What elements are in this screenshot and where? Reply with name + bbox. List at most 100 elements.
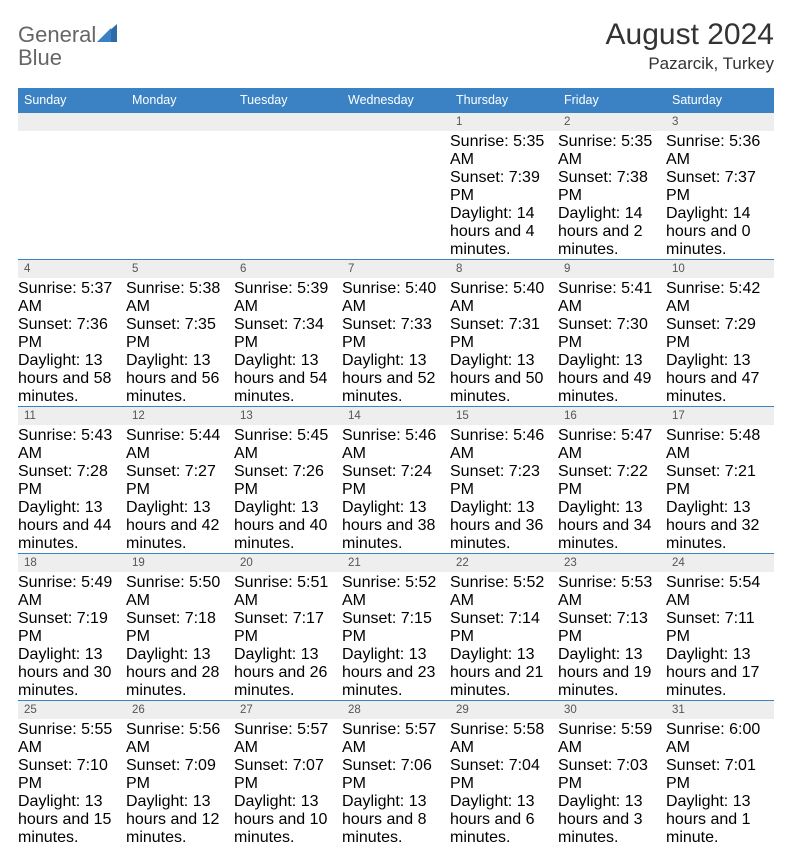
day-cell: Sunrise: 5:44 AMSunset: 7:27 PMDaylight:…: [126, 425, 234, 554]
week-row: Sunrise: 5:37 AMSunset: 7:36 PMDaylight:…: [18, 278, 774, 407]
day-number-cell: 10: [666, 260, 774, 279]
day-number-cell: 25: [18, 701, 126, 720]
day-number-cell: 26: [126, 701, 234, 720]
sunset-text: Sunset: 7:13 PM: [558, 610, 666, 646]
daylight-text: Daylight: 13 hours and 6 minutes.: [450, 793, 558, 847]
sunset-text: Sunset: 7:09 PM: [126, 757, 234, 793]
day-cell: Sunrise: 5:36 AMSunset: 7:37 PMDaylight:…: [666, 131, 774, 260]
day-cell: Sunrise: 5:49 AMSunset: 7:19 PMDaylight:…: [18, 572, 126, 701]
daylight-text: Daylight: 13 hours and 58 minutes.: [18, 352, 126, 406]
sunset-text: Sunset: 7:27 PM: [126, 463, 234, 499]
calendar-table: Sunday Monday Tuesday Wednesday Thursday…: [18, 88, 774, 847]
sunrise-text: Sunrise: 5:36 AM: [666, 133, 774, 169]
day-number-cell: 5: [126, 260, 234, 279]
day-number: 18: [24, 557, 37, 569]
brand-text: General Blue: [18, 24, 119, 70]
sunset-text: Sunset: 7:38 PM: [558, 169, 666, 205]
sunset-text: Sunset: 7:30 PM: [558, 316, 666, 352]
sunset-text: Sunset: 7:22 PM: [558, 463, 666, 499]
day-number: 10: [672, 263, 685, 275]
day-number-cell: 30: [558, 701, 666, 720]
day-number-cell: 21: [342, 554, 450, 573]
sunrise-text: Sunrise: 5:58 AM: [450, 721, 558, 757]
daylight-text: Daylight: 14 hours and 4 minutes.: [450, 205, 558, 259]
daylight-text: Daylight: 13 hours and 40 minutes.: [234, 499, 342, 553]
sunset-text: Sunset: 7:23 PM: [450, 463, 558, 499]
sunset-text: Sunset: 7:39 PM: [450, 169, 558, 205]
week-row: Sunrise: 5:49 AMSunset: 7:19 PMDaylight:…: [18, 572, 774, 701]
day-cell: [18, 131, 126, 260]
day-number: 29: [456, 704, 469, 716]
daylight-text: Daylight: 13 hours and 44 minutes.: [18, 499, 126, 553]
sunset-text: Sunset: 7:37 PM: [666, 169, 774, 205]
sunrise-text: Sunrise: 5:39 AM: [234, 280, 342, 316]
day-cell: Sunrise: 5:39 AMSunset: 7:34 PMDaylight:…: [234, 278, 342, 407]
sunrise-text: Sunrise: 5:41 AM: [558, 280, 666, 316]
daylight-text: Daylight: 13 hours and 34 minutes.: [558, 499, 666, 553]
brand-logo: General Blue: [18, 24, 119, 70]
day-number-cell: 27: [234, 701, 342, 720]
day-header: Saturday: [666, 88, 774, 113]
day-number: 4: [24, 263, 30, 275]
day-number: 11: [24, 410, 36, 422]
day-number: 15: [456, 410, 469, 422]
sunset-text: Sunset: 7:19 PM: [18, 610, 126, 646]
day-header: Sunday: [18, 88, 126, 113]
day-number: 12: [132, 410, 145, 422]
day-cell: Sunrise: 5:45 AMSunset: 7:26 PMDaylight:…: [234, 425, 342, 554]
sunset-text: Sunset: 7:28 PM: [18, 463, 126, 499]
day-number-cell: [342, 113, 450, 132]
day-number-cell: 2: [558, 113, 666, 132]
week-row: Sunrise: 5:35 AMSunset: 7:39 PMDaylight:…: [18, 131, 774, 260]
day-number-cell: 9: [558, 260, 666, 279]
day-cell: Sunrise: 5:47 AMSunset: 7:22 PMDaylight:…: [558, 425, 666, 554]
daylight-text: Daylight: 13 hours and 19 minutes.: [558, 646, 666, 700]
brand-part1: General: [18, 22, 96, 47]
sunset-text: Sunset: 7:21 PM: [666, 463, 774, 499]
day-number: 3: [672, 116, 678, 128]
day-cell: Sunrise: 5:58 AMSunset: 7:04 PMDaylight:…: [450, 719, 558, 847]
day-header: Wednesday: [342, 88, 450, 113]
day-number-cell: 24: [666, 554, 774, 573]
day-cell: Sunrise: 5:46 AMSunset: 7:23 PMDaylight:…: [450, 425, 558, 554]
daylight-text: Daylight: 13 hours and 8 minutes.: [342, 793, 450, 847]
daylight-text: Daylight: 13 hours and 56 minutes.: [126, 352, 234, 406]
day-cell: [234, 131, 342, 260]
day-number: 23: [564, 557, 577, 569]
day-number-cell: 20: [234, 554, 342, 573]
daylight-text: Daylight: 13 hours and 52 minutes.: [342, 352, 450, 406]
day-cell: Sunrise: 5:54 AMSunset: 7:11 PMDaylight:…: [666, 572, 774, 701]
day-cell: Sunrise: 5:51 AMSunset: 7:17 PMDaylight:…: [234, 572, 342, 701]
sunrise-text: Sunrise: 5:56 AM: [126, 721, 234, 757]
day-number: 24: [672, 557, 685, 569]
day-number-cell: [234, 113, 342, 132]
day-cell: Sunrise: 6:00 AMSunset: 7:01 PMDaylight:…: [666, 719, 774, 847]
sunrise-text: Sunrise: 5:57 AM: [342, 721, 450, 757]
sunrise-text: Sunrise: 5:40 AM: [342, 280, 450, 316]
daylight-text: Daylight: 13 hours and 32 minutes.: [666, 499, 774, 553]
day-number-cell: 16: [558, 407, 666, 426]
sunrise-text: Sunrise: 5:46 AM: [450, 427, 558, 463]
sunset-text: Sunset: 7:07 PM: [234, 757, 342, 793]
sunset-text: Sunset: 7:29 PM: [666, 316, 774, 352]
day-cell: Sunrise: 5:40 AMSunset: 7:31 PMDaylight:…: [450, 278, 558, 407]
sunrise-text: Sunrise: 5:40 AM: [450, 280, 558, 316]
sunrise-text: Sunrise: 5:38 AM: [126, 280, 234, 316]
daylight-text: Daylight: 13 hours and 28 minutes.: [126, 646, 234, 700]
day-cell: Sunrise: 5:35 AMSunset: 7:39 PMDaylight:…: [450, 131, 558, 260]
day-number-cell: 11: [18, 407, 126, 426]
day-number-cell: 13: [234, 407, 342, 426]
day-cell: Sunrise: 5:43 AMSunset: 7:28 PMDaylight:…: [18, 425, 126, 554]
month-title: August 2024: [606, 18, 774, 52]
sunrise-text: Sunrise: 5:59 AM: [558, 721, 666, 757]
daylight-text: Daylight: 13 hours and 36 minutes.: [450, 499, 558, 553]
day-number-cell: 28: [342, 701, 450, 720]
sunset-text: Sunset: 7:31 PM: [450, 316, 558, 352]
sunset-text: Sunset: 7:18 PM: [126, 610, 234, 646]
daylight-text: Daylight: 13 hours and 15 minutes.: [18, 793, 126, 847]
day-cell: Sunrise: 5:52 AMSunset: 7:14 PMDaylight:…: [450, 572, 558, 701]
day-number: 7: [348, 263, 354, 275]
day-cell: Sunrise: 5:48 AMSunset: 7:21 PMDaylight:…: [666, 425, 774, 554]
sunrise-text: Sunrise: 5:44 AM: [126, 427, 234, 463]
sunrise-text: Sunrise: 5:52 AM: [450, 574, 558, 610]
